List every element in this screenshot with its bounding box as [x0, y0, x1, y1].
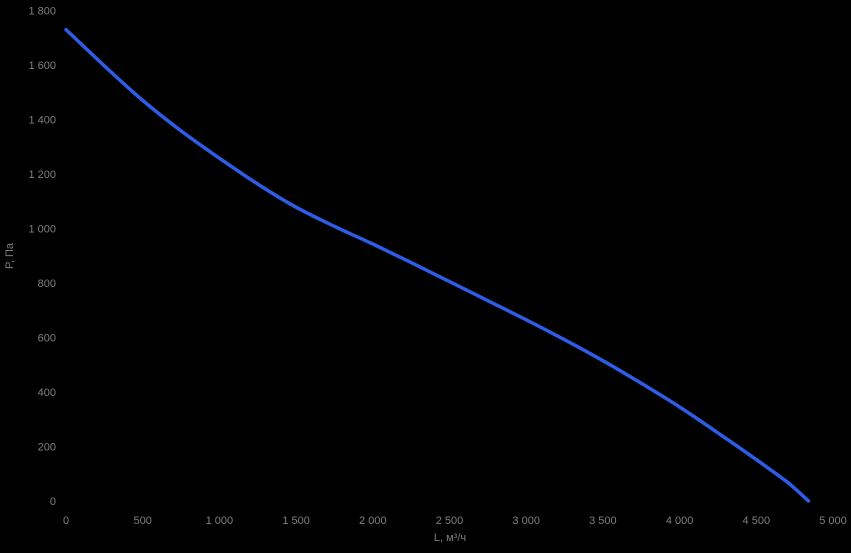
y-tick-label: 1 600 [28, 60, 56, 72]
y-tick-label: 1 400 [28, 115, 56, 127]
x-tick-label: 4 000 [666, 515, 694, 527]
x-tick-label: 500 [134, 515, 152, 527]
y-tick-label: 1 800 [28, 6, 56, 18]
y-tick-label: 1 000 [28, 224, 56, 236]
y-tick-label: 800 [38, 278, 56, 290]
y-tick-label: 200 [38, 442, 56, 454]
x-tick-label: 2 000 [359, 515, 387, 527]
x-tick-label: 0 [63, 515, 69, 527]
x-tick-label: 3 000 [512, 515, 540, 527]
x-tick-label: 2 500 [436, 515, 464, 527]
x-tick-label: 1 500 [282, 515, 310, 527]
y-axis-title: P, Па [4, 242, 16, 270]
x-axis-title: L, м³/ч [433, 532, 467, 544]
pressure-flow-curve [64, 27, 811, 503]
x-tick-label: 5 000 [819, 515, 847, 527]
x-tick-label: 1 000 [206, 515, 234, 527]
y-tick-label: 600 [38, 333, 56, 345]
x-tick-label: 4 500 [743, 515, 771, 527]
y-tick-label: 1 200 [28, 169, 56, 181]
y-tick-label: 0 [50, 496, 56, 508]
x-tick-label: 3 500 [589, 515, 617, 527]
y-tick-label: 400 [38, 387, 56, 399]
